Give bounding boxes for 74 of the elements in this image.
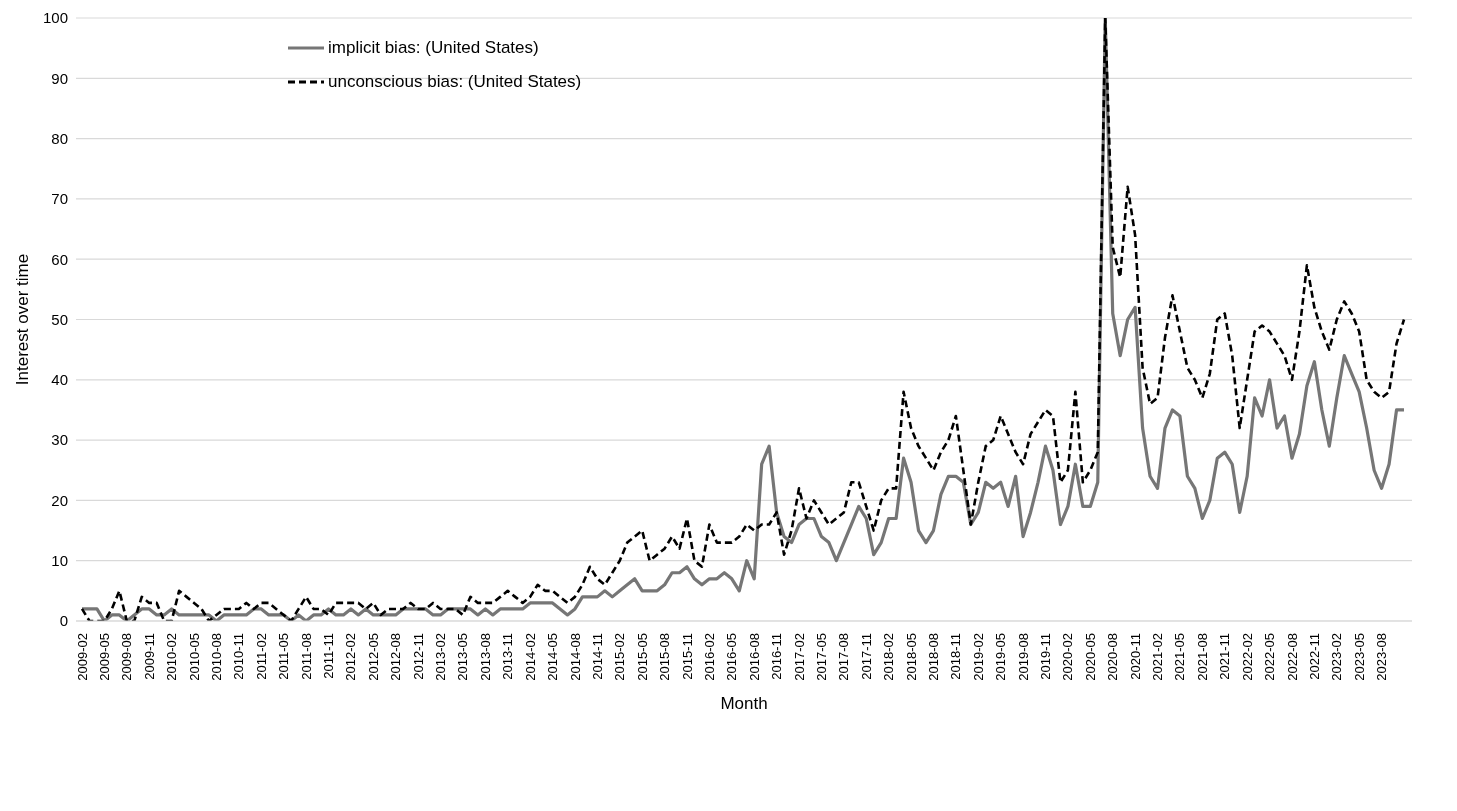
x-tick-label: 2021-11 <box>1217 633 1233 680</box>
x-tick-label: 2019-08 <box>1015 633 1031 681</box>
y-tick-label: 60 <box>51 250 68 268</box>
x-tick-label: 2010-05 <box>186 633 202 681</box>
x-tick-label: 2020-08 <box>1105 633 1121 681</box>
x-tick-label: 2022-08 <box>1284 633 1300 681</box>
x-tick-label: 2018-02 <box>881 633 897 681</box>
y-tick-label: 70 <box>51 190 68 208</box>
x-tick-label: 2012-05 <box>365 633 381 681</box>
x-tick-label: 2016-11 <box>769 633 785 680</box>
x-tick-label: 2015-02 <box>612 633 628 681</box>
legend-label: unconscious bias: (United States) <box>328 72 582 92</box>
x-tick-label: 2021-05 <box>1172 633 1188 681</box>
x-tick-label: 2019-11 <box>1038 633 1054 680</box>
x-tick-label: 2017-05 <box>813 633 829 681</box>
x-tick-label: 2012-02 <box>343 633 359 681</box>
x-tick-label: 2011-08 <box>298 633 314 680</box>
x-tick-label: 2016-08 <box>746 633 762 681</box>
x-tick-label: 2009-02 <box>74 633 90 681</box>
x-tick-label: 2023-08 <box>1374 633 1390 681</box>
x-axis-title: Month <box>720 694 768 713</box>
x-tick-label: 2019-02 <box>970 633 986 681</box>
y-tick-label: 80 <box>51 129 68 147</box>
x-tick-label: 2018-11 <box>948 633 964 680</box>
x-tick-label: 2014-05 <box>545 633 561 681</box>
x-tick-label: 2015-05 <box>634 633 650 681</box>
x-tick-label: 2017-02 <box>791 633 807 681</box>
x-tick-label: 2021-08 <box>1194 633 1210 681</box>
x-tick-label: 2023-02 <box>1329 633 1345 681</box>
x-tick-label: 2010-11 <box>231 633 247 680</box>
x-tick-label: 2018-05 <box>903 633 919 681</box>
y-tick-label: 50 <box>51 310 68 328</box>
x-tick-label: 2020-02 <box>1060 633 1076 681</box>
x-tick-label: 2017-11 <box>858 633 874 680</box>
x-tick-label: 2011-05 <box>276 633 292 680</box>
x-tick-label: 2020-05 <box>1082 633 1098 681</box>
y-tick-label: 0 <box>59 612 68 630</box>
legend-label: implicit bias: (United States) <box>328 38 539 58</box>
x-tick-label: 2014-02 <box>522 633 538 681</box>
y-tick-label: 10 <box>51 552 68 570</box>
x-tick-label: 2023-05 <box>1351 633 1367 681</box>
x-tick-label: 2022-05 <box>1262 633 1278 681</box>
x-tick-label: 2018-08 <box>926 633 942 681</box>
x-tick-label: 2021-02 <box>1150 633 1166 681</box>
x-tick-label: 2012-08 <box>388 633 404 681</box>
x-tick-label: 2013-05 <box>455 633 471 681</box>
x-tick-label: 2015-11 <box>679 633 695 680</box>
x-tick-label: 2009-05 <box>96 633 112 681</box>
y-tick-label: 30 <box>51 431 68 449</box>
x-tick-label: 2014-08 <box>567 633 583 681</box>
x-tick-label: 2015-08 <box>657 633 673 681</box>
x-tick-label: 2013-11 <box>500 633 516 680</box>
x-tick-label: 2010-02 <box>164 633 180 681</box>
x-tick-label: 2013-02 <box>433 633 449 681</box>
y-tick-label: 40 <box>51 371 68 389</box>
x-tick-label: 2012-11 <box>410 633 426 680</box>
x-tick-label: 2009-08 <box>119 633 135 681</box>
x-tick-label: 2011-11 <box>321 633 337 679</box>
y-tick-label: 100 <box>42 9 68 27</box>
x-tick-label: 2020-11 <box>1127 633 1143 680</box>
x-tick-label: 2017-08 <box>836 633 852 681</box>
x-tick-label: 2014-11 <box>589 633 605 680</box>
x-tick-label: 2011-02 <box>253 633 269 680</box>
x-tick-label: 2013-08 <box>477 633 493 681</box>
y-axis-title: Interest over time <box>13 253 33 386</box>
y-tick-label: 20 <box>51 491 68 509</box>
y-tick-label: 90 <box>51 69 68 87</box>
x-tick-label: 2016-05 <box>724 633 740 681</box>
x-tick-label: 2010-08 <box>208 633 224 681</box>
x-tick-label: 2022-11 <box>1306 633 1322 680</box>
x-tick-label: 2016-02 <box>701 633 717 681</box>
x-tick-label: 2009-11 <box>141 633 157 680</box>
x-tick-label: 2019-05 <box>993 633 1009 681</box>
x-tick-label: 2022-02 <box>1239 633 1255 681</box>
